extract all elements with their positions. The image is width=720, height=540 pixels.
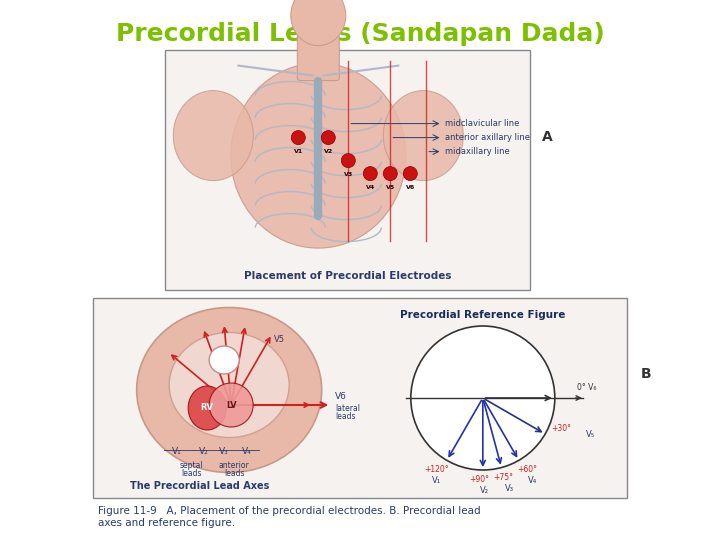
- Text: A: A: [542, 130, 553, 144]
- Text: V₂: V₂: [480, 486, 490, 495]
- Text: V₃: V₃: [220, 447, 229, 456]
- Circle shape: [364, 167, 377, 180]
- Text: V6: V6: [405, 185, 415, 190]
- Text: 0° V₆: 0° V₆: [577, 383, 597, 392]
- Text: V1: V1: [294, 148, 303, 153]
- Text: V₁: V₁: [432, 476, 441, 485]
- Text: The Precordial Lead Axes: The Precordial Lead Axes: [130, 481, 269, 491]
- Text: V5: V5: [386, 185, 395, 190]
- Text: V₄: V₄: [243, 447, 252, 456]
- Text: midaxillary line: midaxillary line: [446, 147, 510, 156]
- Ellipse shape: [137, 307, 322, 472]
- Text: LV: LV: [226, 401, 236, 409]
- Text: V₁: V₁: [172, 447, 182, 456]
- Text: +90°: +90°: [469, 475, 489, 484]
- Text: V6: V6: [336, 392, 347, 401]
- Text: +120°: +120°: [425, 465, 449, 474]
- Text: septal: septal: [179, 461, 203, 470]
- Text: +60°: +60°: [517, 465, 537, 474]
- Text: V3: V3: [343, 172, 353, 177]
- Bar: [165, 50, 530, 290]
- Ellipse shape: [210, 346, 239, 374]
- Text: V₄: V₄: [528, 476, 537, 485]
- Text: V5: V5: [274, 335, 285, 344]
- Text: anterior axillary line: anterior axillary line: [446, 133, 531, 142]
- Ellipse shape: [291, 0, 346, 45]
- Text: RV: RV: [201, 403, 214, 413]
- Circle shape: [403, 167, 418, 180]
- Ellipse shape: [383, 91, 463, 180]
- Text: Figure 11-9   A, Placement of the precordial electrodes. B. Precordial lead
axes: Figure 11-9 A, Placement of the precordi…: [98, 506, 481, 528]
- Text: anterior: anterior: [219, 461, 250, 470]
- Text: V4: V4: [366, 185, 375, 190]
- Ellipse shape: [188, 386, 226, 430]
- Text: V₂: V₂: [199, 447, 209, 456]
- Text: leads: leads: [336, 412, 356, 421]
- Text: leads: leads: [224, 469, 244, 478]
- Text: V2: V2: [324, 148, 333, 153]
- Text: +30°: +30°: [552, 424, 571, 433]
- Circle shape: [292, 131, 305, 145]
- Circle shape: [341, 153, 355, 167]
- Circle shape: [411, 326, 555, 470]
- Text: leads: leads: [181, 469, 202, 478]
- Ellipse shape: [174, 91, 253, 180]
- Circle shape: [321, 131, 336, 145]
- Text: B: B: [641, 367, 652, 381]
- Text: Precordial Leads (Sandapan Dada): Precordial Leads (Sandapan Dada): [116, 22, 604, 46]
- Text: lateral: lateral: [336, 404, 360, 413]
- Text: midclavicular line: midclavicular line: [446, 119, 520, 128]
- Text: Precordial Reference Figure: Precordial Reference Figure: [400, 310, 565, 320]
- Circle shape: [210, 383, 253, 427]
- FancyBboxPatch shape: [297, 35, 339, 80]
- Bar: [93, 298, 627, 498]
- Text: +75°: +75°: [493, 472, 513, 482]
- Text: V₃: V₃: [505, 483, 514, 492]
- Text: Placement of Precordial Electrodes: Placement of Precordial Electrodes: [244, 271, 451, 281]
- Ellipse shape: [231, 63, 406, 248]
- Text: V₅: V₅: [586, 430, 595, 439]
- Ellipse shape: [169, 333, 289, 437]
- Circle shape: [383, 167, 397, 180]
